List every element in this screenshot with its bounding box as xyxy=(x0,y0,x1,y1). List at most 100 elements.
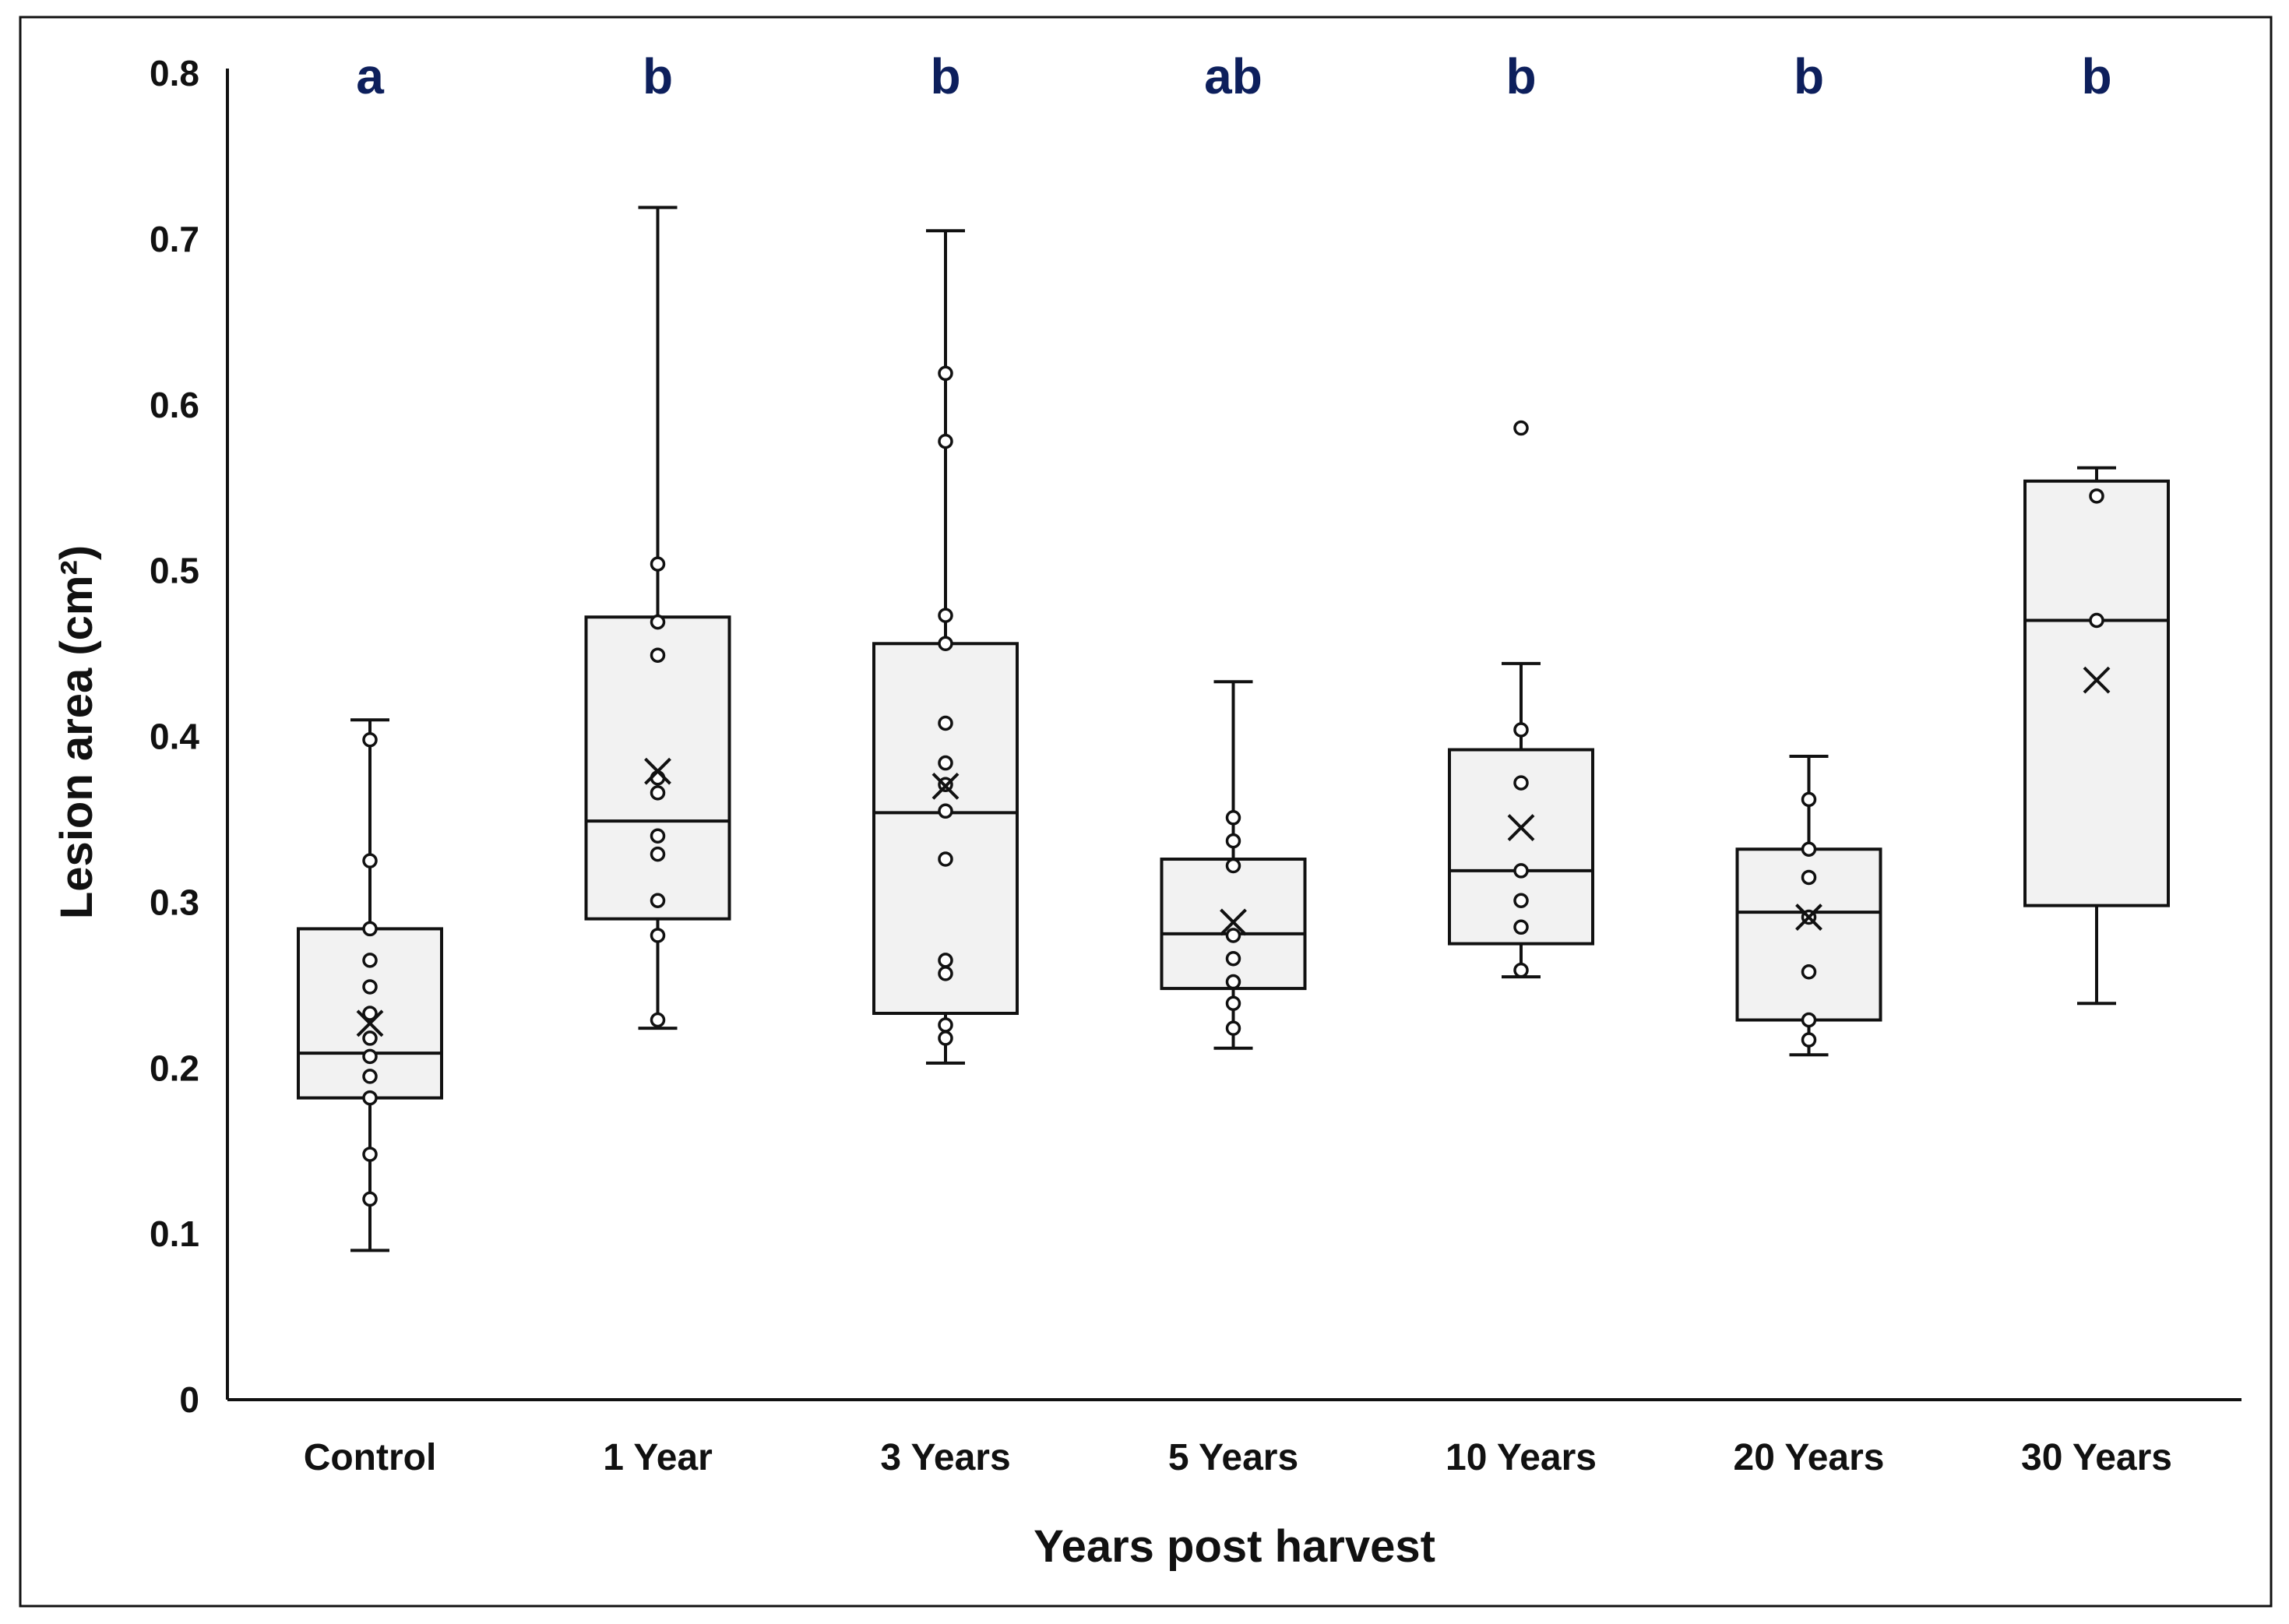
data-point xyxy=(1513,962,1529,978)
iqr-box xyxy=(872,642,1019,1016)
data-point xyxy=(938,1030,953,1046)
data-point xyxy=(2089,488,2104,504)
significance-letter: b xyxy=(1794,48,1824,104)
data-point xyxy=(1801,1012,1817,1028)
data-point xyxy=(362,979,378,995)
data-point xyxy=(362,732,378,748)
data-point xyxy=(1513,919,1529,935)
data-point xyxy=(1225,833,1241,849)
data-point xyxy=(362,953,378,968)
data-point xyxy=(650,893,666,908)
x-tick-label: 1 Year xyxy=(603,1437,713,1478)
x-tick-label: 10 Years xyxy=(1446,1437,1597,1478)
mean-marker xyxy=(2083,666,2111,694)
data-point xyxy=(362,1069,378,1084)
data-point xyxy=(650,556,666,572)
data-point xyxy=(938,755,953,771)
significance-letter: b xyxy=(643,48,673,104)
y-tick-label: 0.6 xyxy=(150,385,199,425)
data-point xyxy=(362,1006,378,1021)
data-point xyxy=(1513,722,1529,738)
significance-letter: a xyxy=(356,48,384,104)
data-point xyxy=(1225,951,1241,967)
box-group xyxy=(1735,755,1882,1057)
data-point xyxy=(362,1030,378,1046)
significance-letter: b xyxy=(1505,48,1536,104)
box-group xyxy=(2023,466,2170,1006)
y-tick-label: 0 xyxy=(179,1379,199,1420)
iqr-box xyxy=(2023,479,2170,907)
data-point xyxy=(650,614,666,630)
data-point xyxy=(1225,858,1241,874)
data-point xyxy=(1801,1032,1817,1048)
data-point xyxy=(1513,863,1529,879)
data-point xyxy=(1225,974,1241,990)
box-group xyxy=(584,206,731,1030)
data-point xyxy=(362,1191,378,1207)
x-tick-label: 3 Years xyxy=(880,1437,1010,1478)
mean-marker-stroke xyxy=(1795,904,1822,931)
mean-marker xyxy=(356,1009,384,1037)
mean-marker-stroke xyxy=(1220,908,1247,936)
data-point xyxy=(1513,420,1529,436)
significance-letter: b xyxy=(2081,48,2111,104)
axes: 0 0.1 0.2 0.3 0.4 0.5 0.6 0.7 0.8 Control 1 Year 3 … xyxy=(150,53,2241,1478)
data-point xyxy=(938,851,953,867)
data-point xyxy=(1225,995,1241,1011)
y-tick-label: 0.5 xyxy=(150,551,199,591)
chart-frame xyxy=(19,16,2273,1608)
y-tick-label: 0.7 xyxy=(150,219,199,259)
data-point xyxy=(938,608,953,623)
y-axis-title: Lesion area (cm²) xyxy=(51,545,102,919)
mean-marker xyxy=(1507,814,1535,841)
mean-marker-stroke xyxy=(644,757,671,785)
y-tick-label: 0.8 xyxy=(150,53,199,93)
data-point xyxy=(362,1048,378,1065)
data-point xyxy=(1801,841,1817,858)
box-group xyxy=(297,718,443,1252)
data-point xyxy=(938,636,953,652)
data-point xyxy=(938,1017,953,1033)
x-tick-label: 20 Years xyxy=(1734,1437,1885,1478)
significance-letters: a b b ab b b b xyxy=(356,48,2111,104)
data-point xyxy=(938,966,953,981)
data-point xyxy=(650,828,666,844)
data-point xyxy=(362,921,378,937)
x-tick-label: 5 Years xyxy=(1168,1437,1298,1478)
y-tick-label: 0.2 xyxy=(150,1048,199,1088)
box-group xyxy=(872,229,1019,1065)
data-point xyxy=(1801,964,1817,980)
data-point xyxy=(650,1012,666,1028)
mean-marker-stroke xyxy=(931,772,960,800)
data-point xyxy=(650,928,666,943)
data-point xyxy=(1225,810,1241,826)
mean-marker-stroke xyxy=(2083,666,2111,694)
data-point xyxy=(650,647,666,663)
y-tick-label: 0.1 xyxy=(150,1214,199,1254)
significance-letter: b xyxy=(930,48,960,104)
data-point xyxy=(1801,869,1817,886)
data-point xyxy=(1225,928,1241,943)
data-point xyxy=(2089,612,2104,629)
data-point xyxy=(1513,893,1529,908)
mean-marker xyxy=(1220,908,1247,936)
mean-marker-stroke xyxy=(1507,814,1535,841)
data-point xyxy=(938,433,953,449)
data-point xyxy=(650,785,666,801)
data-point xyxy=(938,715,953,731)
data-point xyxy=(1801,791,1817,808)
data-point xyxy=(362,1090,378,1106)
x-tick-label: Control xyxy=(304,1437,437,1478)
data-point xyxy=(938,365,953,382)
data-point xyxy=(362,1147,378,1162)
data-point xyxy=(650,846,666,862)
iqr-box xyxy=(584,615,731,921)
mean-marker xyxy=(1795,904,1822,931)
significance-letter: ab xyxy=(1204,48,1262,104)
x-tick-label: 30 Years xyxy=(2021,1437,2172,1478)
mean-marker-stroke xyxy=(356,1009,384,1037)
data-point xyxy=(1513,775,1529,791)
x-axis-title: Years post harvest xyxy=(1034,1521,1435,1572)
mean-marker xyxy=(644,757,671,785)
